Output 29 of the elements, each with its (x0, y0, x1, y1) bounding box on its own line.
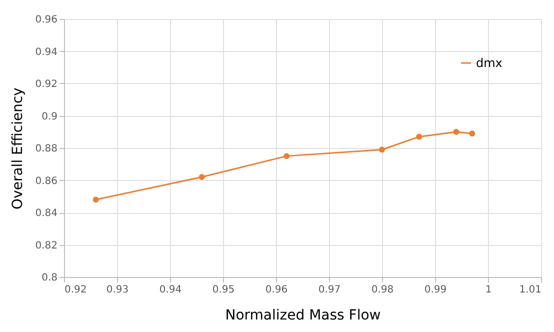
x-tick-label: 0.92 (64, 284, 87, 296)
y-tick-label: 0.82 (35, 240, 58, 252)
y-tick-label: 0.9 (42, 111, 58, 122)
x-tick-label: 0.93 (106, 284, 129, 296)
y-tick-label: 0.94 (35, 46, 58, 58)
x-tick-label: 0.94 (159, 284, 182, 296)
y-tick-label: 0.88 (35, 144, 58, 154)
x-tick-label: 0.97 (318, 284, 341, 296)
y-tick-label: 0.96 (35, 14, 58, 26)
x-tick-label: 1 (485, 284, 492, 296)
y-tick-label: 0.86 (35, 176, 58, 187)
y-axis-title: Overall Efficiency (10, 88, 26, 210)
point (416, 134, 422, 140)
point (379, 146, 385, 153)
point (453, 128, 460, 135)
y-tick-label: 0.92 (35, 79, 58, 90)
point (469, 130, 476, 136)
x-tick-label: 0.95 (212, 284, 235, 296)
point (198, 174, 205, 180)
x-tick-label: 0.99 (424, 284, 447, 296)
x-axis-title: Normalized Mass Flow (225, 308, 381, 324)
x-tick-label: 0.98 (371, 284, 394, 296)
y-tick-label: 0.84 (35, 208, 58, 219)
point (92, 196, 99, 203)
y-tick-label: 0.8 (42, 272, 58, 284)
point (284, 153, 290, 160)
legend-label: dmx (476, 56, 502, 70)
x-tick-label: 1.01 (519, 284, 542, 296)
x-tick-label: 0.96 (265, 284, 288, 296)
